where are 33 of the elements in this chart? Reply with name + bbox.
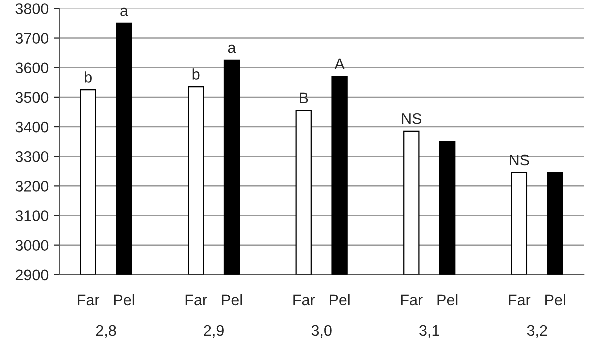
text: 2,8 xyxy=(96,325,116,338)
data-label: B xyxy=(300,92,308,104)
x-tick-label: Pel xyxy=(438,294,458,306)
x-tick-label: Pel xyxy=(330,294,350,306)
text: 3,0 xyxy=(312,325,332,338)
x-tick-label: Far xyxy=(78,294,100,306)
y-tick-label: 3800 xyxy=(16,4,49,14)
x-tick-label: Far xyxy=(509,294,531,306)
y-tick-label: 3700 xyxy=(16,33,49,44)
y-tick-label: 3000 xyxy=(16,240,49,252)
data-label: b xyxy=(85,72,92,83)
y-tick-label: 3200 xyxy=(16,181,49,192)
x-tick-label: Far xyxy=(186,294,208,306)
data-label: a xyxy=(120,8,129,16)
text: 3,2 xyxy=(527,325,548,338)
data-label: NS xyxy=(402,113,422,124)
y-tick-label: 3600 xyxy=(16,62,49,74)
data-label: A xyxy=(334,58,345,70)
y-tick-label: 2900 xyxy=(16,270,49,281)
y-tick-label: 3400 xyxy=(16,122,49,133)
data-label: a xyxy=(228,44,236,54)
data-label: NS xyxy=(510,154,530,166)
y-tick-label: 3300 xyxy=(16,151,49,162)
x-tick-label: Far xyxy=(401,294,423,306)
text: 3,1 xyxy=(420,325,440,338)
x-tick-label: Pel xyxy=(114,294,134,306)
y-tick-label: 3500 xyxy=(16,92,49,104)
x-tick-label: Far xyxy=(294,294,316,306)
y-tick-label: 3100 xyxy=(16,210,49,222)
data-label: b xyxy=(192,68,200,80)
x-tick-label: Pel xyxy=(222,294,242,306)
x-tick-label: Pel xyxy=(546,294,566,306)
text: 2,9 xyxy=(204,325,224,338)
